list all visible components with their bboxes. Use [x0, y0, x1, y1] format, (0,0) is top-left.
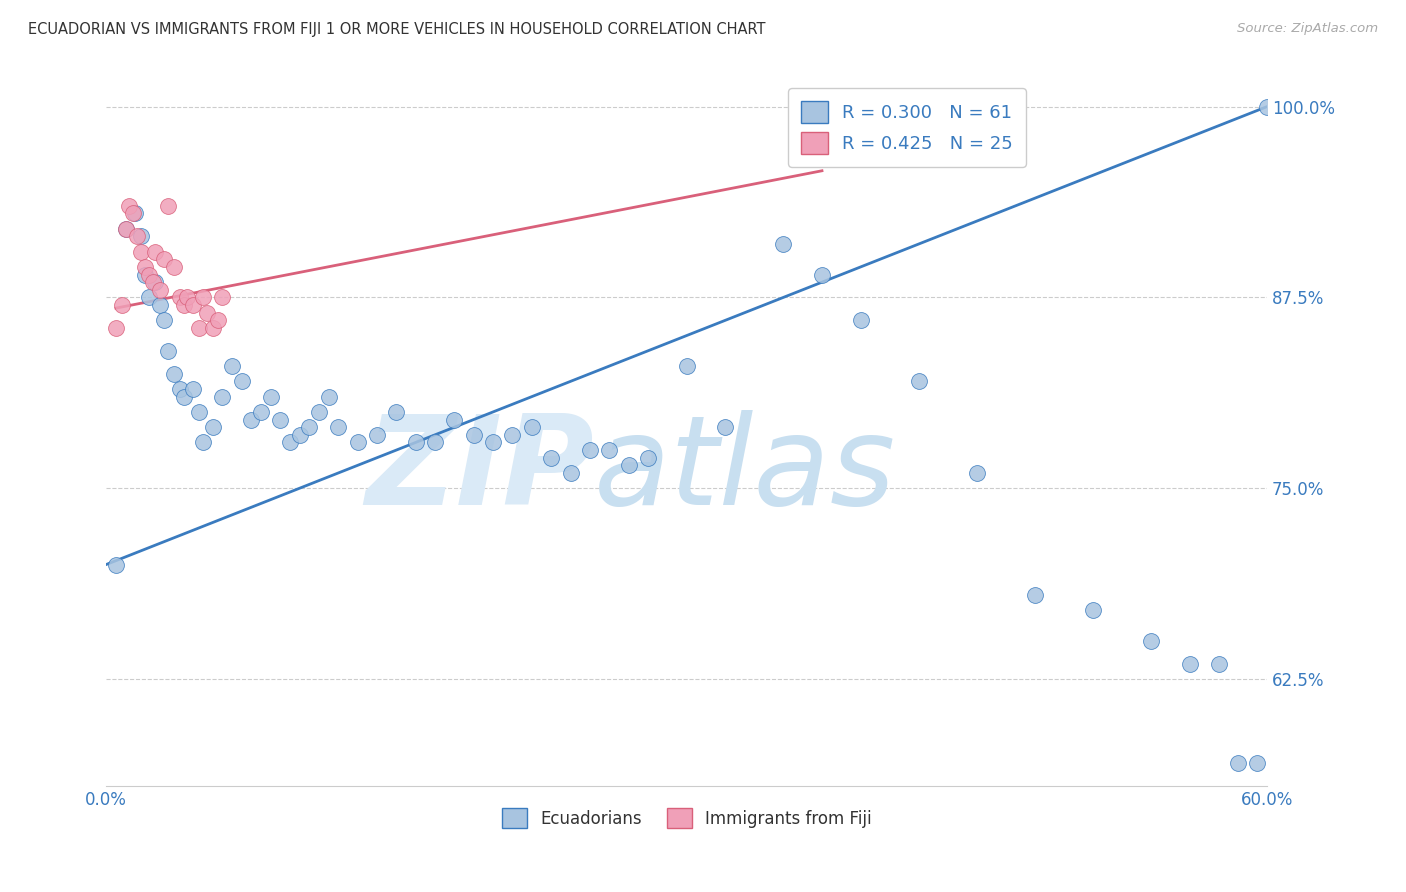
- Point: [173, 298, 195, 312]
- Legend: Ecuadorians, Immigrants from Fiji: Ecuadorians, Immigrants from Fiji: [495, 801, 879, 835]
- Point: [124, 206, 146, 220]
- Point: [298, 420, 321, 434]
- Point: [143, 244, 166, 259]
- Point: [211, 390, 233, 404]
- Point: [153, 313, 176, 327]
- Point: [163, 260, 186, 274]
- Point: [122, 206, 145, 220]
- Point: [188, 321, 211, 335]
- Point: [540, 450, 562, 465]
- Point: [173, 390, 195, 404]
- Point: [169, 382, 191, 396]
- Point: [201, 420, 224, 434]
- Point: [240, 412, 263, 426]
- Point: [129, 244, 152, 259]
- Point: [278, 435, 301, 450]
- Point: [211, 290, 233, 304]
- Point: [772, 237, 794, 252]
- Point: [579, 443, 602, 458]
- Point: [153, 252, 176, 267]
- Point: [482, 435, 505, 450]
- Point: [1178, 657, 1201, 671]
- Point: [966, 466, 988, 480]
- Point: [157, 199, 180, 213]
- Point: [181, 298, 204, 312]
- Text: ECUADORIAN VS IMMIGRANTS FROM FIJI 1 OR MORE VEHICLES IN HOUSEHOLD CORRELATION C: ECUADORIAN VS IMMIGRANTS FROM FIJI 1 OR …: [28, 22, 766, 37]
- Point: [250, 405, 273, 419]
- Point: [463, 427, 485, 442]
- Point: [1140, 633, 1163, 648]
- Point: [1024, 588, 1046, 602]
- Point: [366, 427, 388, 442]
- Point: [157, 343, 180, 358]
- Text: atlas: atlas: [593, 409, 896, 531]
- Point: [501, 427, 523, 442]
- Point: [181, 382, 204, 396]
- Point: [188, 405, 211, 419]
- Point: [714, 420, 737, 434]
- Point: [114, 221, 136, 235]
- Point: [207, 313, 229, 327]
- Point: [138, 290, 160, 304]
- Point: [346, 435, 368, 450]
- Point: [405, 435, 427, 450]
- Point: [149, 283, 172, 297]
- Point: [1246, 756, 1268, 770]
- Point: [1226, 756, 1249, 770]
- Point: [191, 435, 214, 450]
- Point: [675, 359, 697, 373]
- Point: [520, 420, 543, 434]
- Point: [1256, 100, 1278, 114]
- Point: [443, 412, 465, 426]
- Point: [129, 229, 152, 244]
- Point: [127, 229, 149, 244]
- Point: [201, 321, 224, 335]
- Point: [191, 290, 214, 304]
- Point: [560, 466, 582, 480]
- Point: [849, 313, 872, 327]
- Point: [1081, 603, 1104, 617]
- Point: [138, 268, 160, 282]
- Point: [176, 290, 198, 304]
- Point: [143, 275, 166, 289]
- Point: [111, 298, 134, 312]
- Point: [260, 390, 283, 404]
- Point: [423, 435, 446, 450]
- Point: [104, 558, 127, 572]
- Point: [195, 306, 218, 320]
- Point: [318, 390, 340, 404]
- Point: [134, 260, 156, 274]
- Point: [637, 450, 659, 465]
- Point: [149, 298, 172, 312]
- Point: [134, 268, 156, 282]
- Point: [142, 275, 165, 289]
- Point: [118, 199, 141, 213]
- Point: [598, 443, 620, 458]
- Point: [1208, 657, 1230, 671]
- Point: [328, 420, 350, 434]
- Text: Source: ZipAtlas.com: Source: ZipAtlas.com: [1237, 22, 1378, 36]
- Point: [269, 412, 291, 426]
- Point: [288, 427, 311, 442]
- Point: [114, 221, 136, 235]
- Text: ZIP: ZIP: [366, 409, 593, 531]
- Point: [308, 405, 330, 419]
- Point: [385, 405, 408, 419]
- Point: [811, 268, 834, 282]
- Point: [163, 367, 186, 381]
- Point: [907, 375, 929, 389]
- Point: [169, 290, 191, 304]
- Point: [104, 321, 127, 335]
- Point: [231, 375, 253, 389]
- Point: [617, 458, 640, 473]
- Point: [221, 359, 243, 373]
